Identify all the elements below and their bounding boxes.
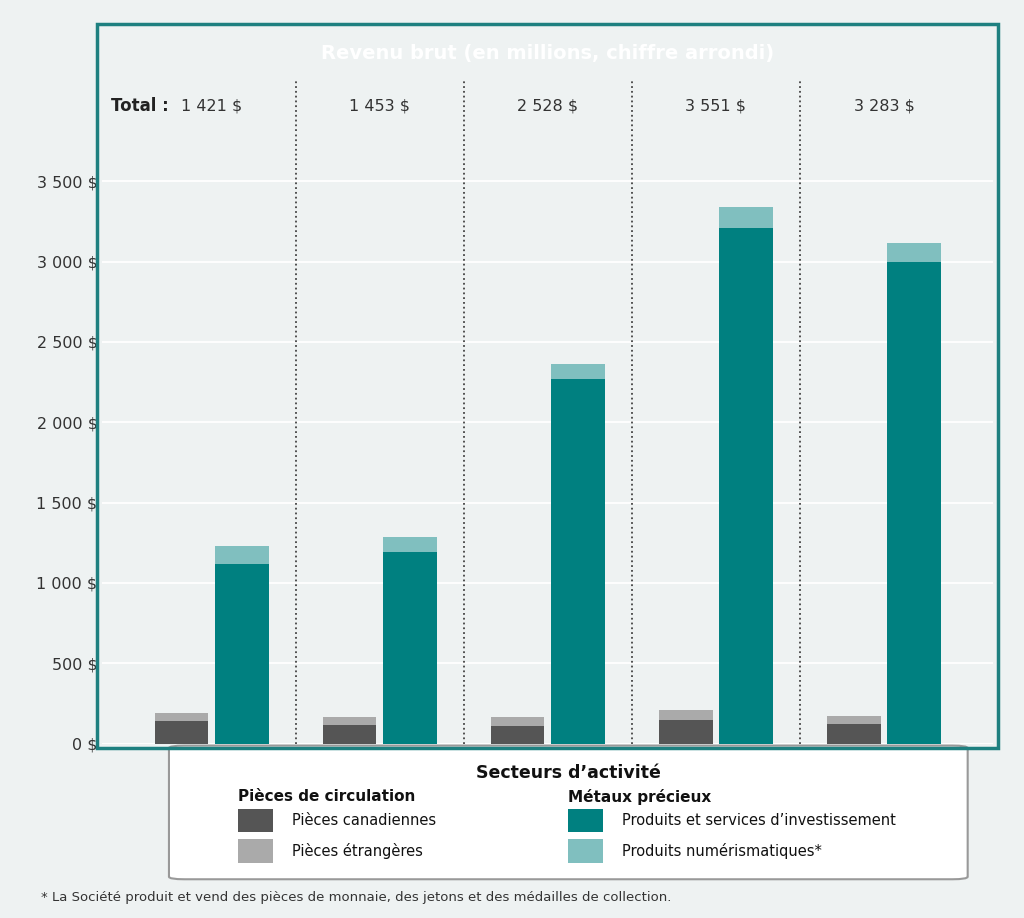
Bar — [323, 725, 377, 744]
Text: Pièces de circulation: Pièces de circulation — [238, 789, 416, 804]
Bar — [215, 565, 269, 744]
Bar — [490, 726, 545, 744]
Text: 3 283 $: 3 283 $ — [854, 98, 914, 114]
Text: Total :: Total : — [111, 97, 169, 115]
Bar — [658, 721, 713, 744]
Bar — [238, 809, 272, 832]
Bar — [155, 713, 208, 722]
Bar — [383, 537, 437, 552]
Text: 3 551 $: 3 551 $ — [685, 98, 746, 114]
Text: 1 453 $: 1 453 $ — [349, 98, 411, 114]
Text: * La Société produit et vend des pièces de monnaie, des jetons et des médailles : * La Société produit et vend des pièces … — [41, 891, 672, 904]
FancyBboxPatch shape — [169, 745, 968, 879]
Bar — [888, 263, 941, 744]
Bar — [888, 243, 941, 263]
Bar — [323, 717, 377, 725]
X-axis label: Année: Année — [513, 780, 583, 800]
Bar — [551, 379, 605, 744]
Text: Pièces étrangères: Pièces étrangères — [292, 843, 423, 859]
Text: Métaux précieux: Métaux précieux — [568, 789, 712, 805]
Bar — [383, 552, 437, 744]
Bar — [568, 809, 603, 832]
Bar — [215, 546, 269, 565]
Text: Secteurs d’activité: Secteurs d’activité — [476, 764, 660, 781]
Bar — [719, 228, 773, 744]
Bar — [568, 839, 603, 863]
Text: 1 421 $: 1 421 $ — [181, 98, 243, 114]
Bar — [238, 839, 272, 863]
Bar — [719, 207, 773, 228]
Text: Pièces canadiennes: Pièces canadiennes — [292, 812, 436, 828]
Text: Revenu brut (en millions, chiffre arrondi): Revenu brut (en millions, chiffre arrond… — [322, 44, 774, 63]
Bar — [826, 716, 881, 724]
Text: Produits numérismatiques*: Produits numérismatiques* — [623, 843, 822, 859]
Bar — [551, 364, 605, 379]
Text: 2 528 $: 2 528 $ — [517, 98, 579, 114]
Bar — [658, 710, 713, 721]
Bar — [155, 722, 208, 744]
Text: Produits et services d’investissement: Produits et services d’investissement — [623, 812, 896, 828]
Bar — [826, 724, 881, 744]
Bar — [490, 717, 545, 726]
